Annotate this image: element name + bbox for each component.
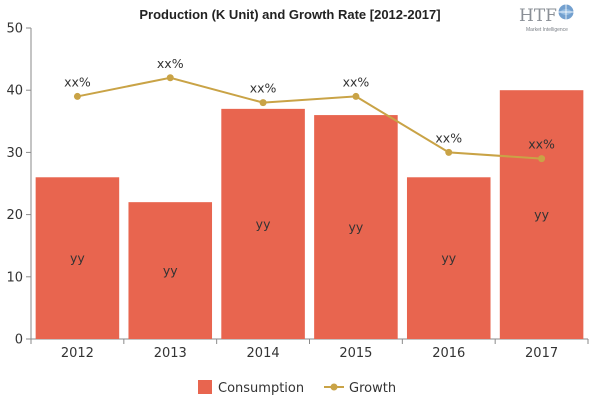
growth-point <box>538 155 546 163</box>
bar <box>406 177 491 339</box>
bar-data-label: yy <box>163 263 178 278</box>
bar-series <box>35 90 584 339</box>
x-tick-label: 2017 <box>525 346 558 361</box>
legend-swatch-consumption <box>198 380 212 394</box>
growth-data-label: xx% <box>528 137 555 152</box>
htf-logo: HTF Market Intelligence <box>519 4 574 33</box>
bar <box>221 108 305 339</box>
legend-label-growth: Growth <box>349 381 396 396</box>
y-tick-label: 10 <box>6 270 23 285</box>
growth-data-label: xx% <box>64 74 91 89</box>
x-tick-label: 2016 <box>432 346 465 361</box>
legend-label-consumption: Consumption <box>218 381 304 396</box>
growth-line <box>77 76 542 160</box>
bar <box>499 90 584 339</box>
x-tick-label: 2013 <box>154 346 187 361</box>
y-tick-label: 30 <box>6 146 23 161</box>
growth-point <box>259 99 267 107</box>
legend-marker-growth <box>330 383 338 391</box>
bar-data-labels: yy yy yy yy yy yy <box>70 207 550 278</box>
bar-data-label: yy <box>349 220 364 235</box>
bar <box>128 202 213 339</box>
growth-point <box>352 92 360 100</box>
growth-point <box>445 148 453 156</box>
line-data-labels: xx% xx% xx% xx% xx% xx% <box>64 56 555 152</box>
growth-point <box>73 92 81 100</box>
y-tick-label: 40 <box>6 84 23 99</box>
bar-data-label: yy <box>441 251 456 266</box>
y-tick-label: 20 <box>6 208 23 223</box>
y-axis: 0 10 20 30 40 50 <box>6 22 32 348</box>
logo-text: HTF <box>519 6 557 26</box>
logo-subtext: Market Intelligence <box>526 27 568 33</box>
y-tick-label: 50 <box>6 22 23 37</box>
legend: Consumption Growth <box>198 380 396 396</box>
growth-series <box>73 74 546 163</box>
x-tick-label: 2015 <box>339 346 372 361</box>
bar-data-label: yy <box>256 216 271 231</box>
x-tick-label: 2014 <box>247 346 280 361</box>
bar-data-label: yy <box>534 207 549 222</box>
growth-data-label: xx% <box>157 56 184 71</box>
bar-data-label: yy <box>70 251 85 266</box>
x-tick-label: 2012 <box>61 346 94 361</box>
growth-point <box>166 74 174 82</box>
growth-data-label: xx% <box>343 74 370 89</box>
bar <box>314 115 398 339</box>
chart-title: Production (K Unit) and Growth Rate [201… <box>139 7 440 22</box>
y-tick-label: 0 <box>15 333 23 348</box>
globe-icon <box>558 4 574 20</box>
growth-data-label: xx% <box>250 81 277 96</box>
x-axis: 2012 2013 2014 2015 2016 2017 <box>30 338 589 361</box>
growth-data-label: xx% <box>435 130 462 145</box>
bar <box>35 177 120 339</box>
